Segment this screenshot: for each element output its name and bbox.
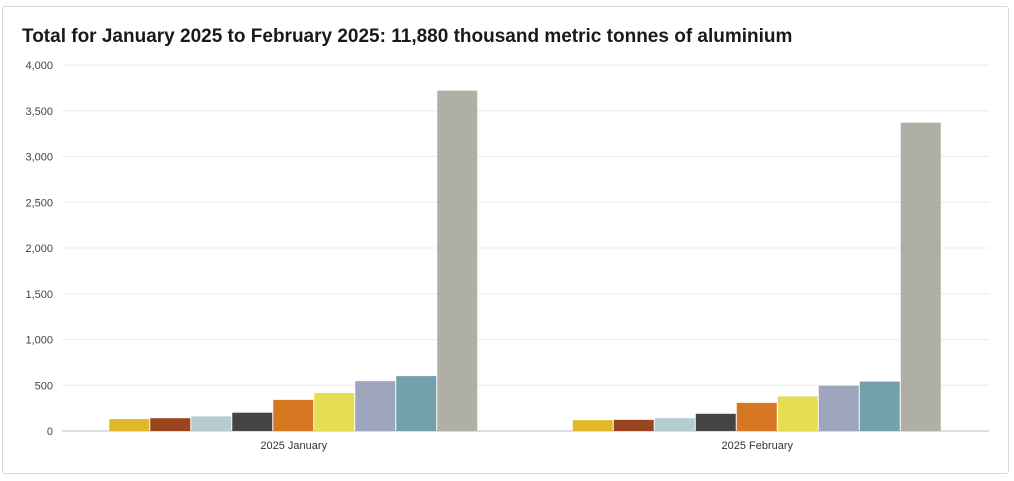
bar <box>150 418 191 431</box>
bar <box>109 419 150 431</box>
bar <box>900 122 941 432</box>
bar <box>777 396 818 431</box>
bar <box>437 90 478 432</box>
y-tick-label: 0 <box>47 426 53 438</box>
bar <box>695 413 736 431</box>
bars <box>109 90 941 432</box>
bar <box>232 412 273 431</box>
bar <box>396 376 437 431</box>
y-tick-label: 3,000 <box>25 152 53 164</box>
bar <box>314 393 355 431</box>
bar <box>572 420 613 431</box>
bar <box>355 381 396 431</box>
bar <box>191 416 232 431</box>
bar <box>613 419 654 431</box>
y-tick-label: 1,000 <box>25 335 53 347</box>
chart-title: Total for January 2025 to February 2025:… <box>22 26 793 47</box>
bar <box>273 399 314 431</box>
y-axis: 0 500 1,000 1,500 2,000 2,500 3,000 3,500 4,000 <box>25 60 53 438</box>
gridlines <box>62 64 989 432</box>
bar <box>736 402 777 431</box>
y-tick-label: 2,000 <box>25 243 53 255</box>
y-tick-label: 4,000 <box>25 60 53 72</box>
bar <box>859 381 900 431</box>
bar <box>654 418 695 431</box>
y-tick-label: 1,500 <box>25 289 53 301</box>
y-tick-label: 3,500 <box>25 106 53 118</box>
x-tick-label: 2025 January <box>260 440 327 452</box>
y-tick-label: 2,500 <box>25 197 53 209</box>
x-axis: 2025 January 2025 February <box>260 440 793 452</box>
y-tick-label: 500 <box>35 380 53 392</box>
bar <box>818 385 859 431</box>
x-tick-label: 2025 February <box>721 440 793 452</box>
